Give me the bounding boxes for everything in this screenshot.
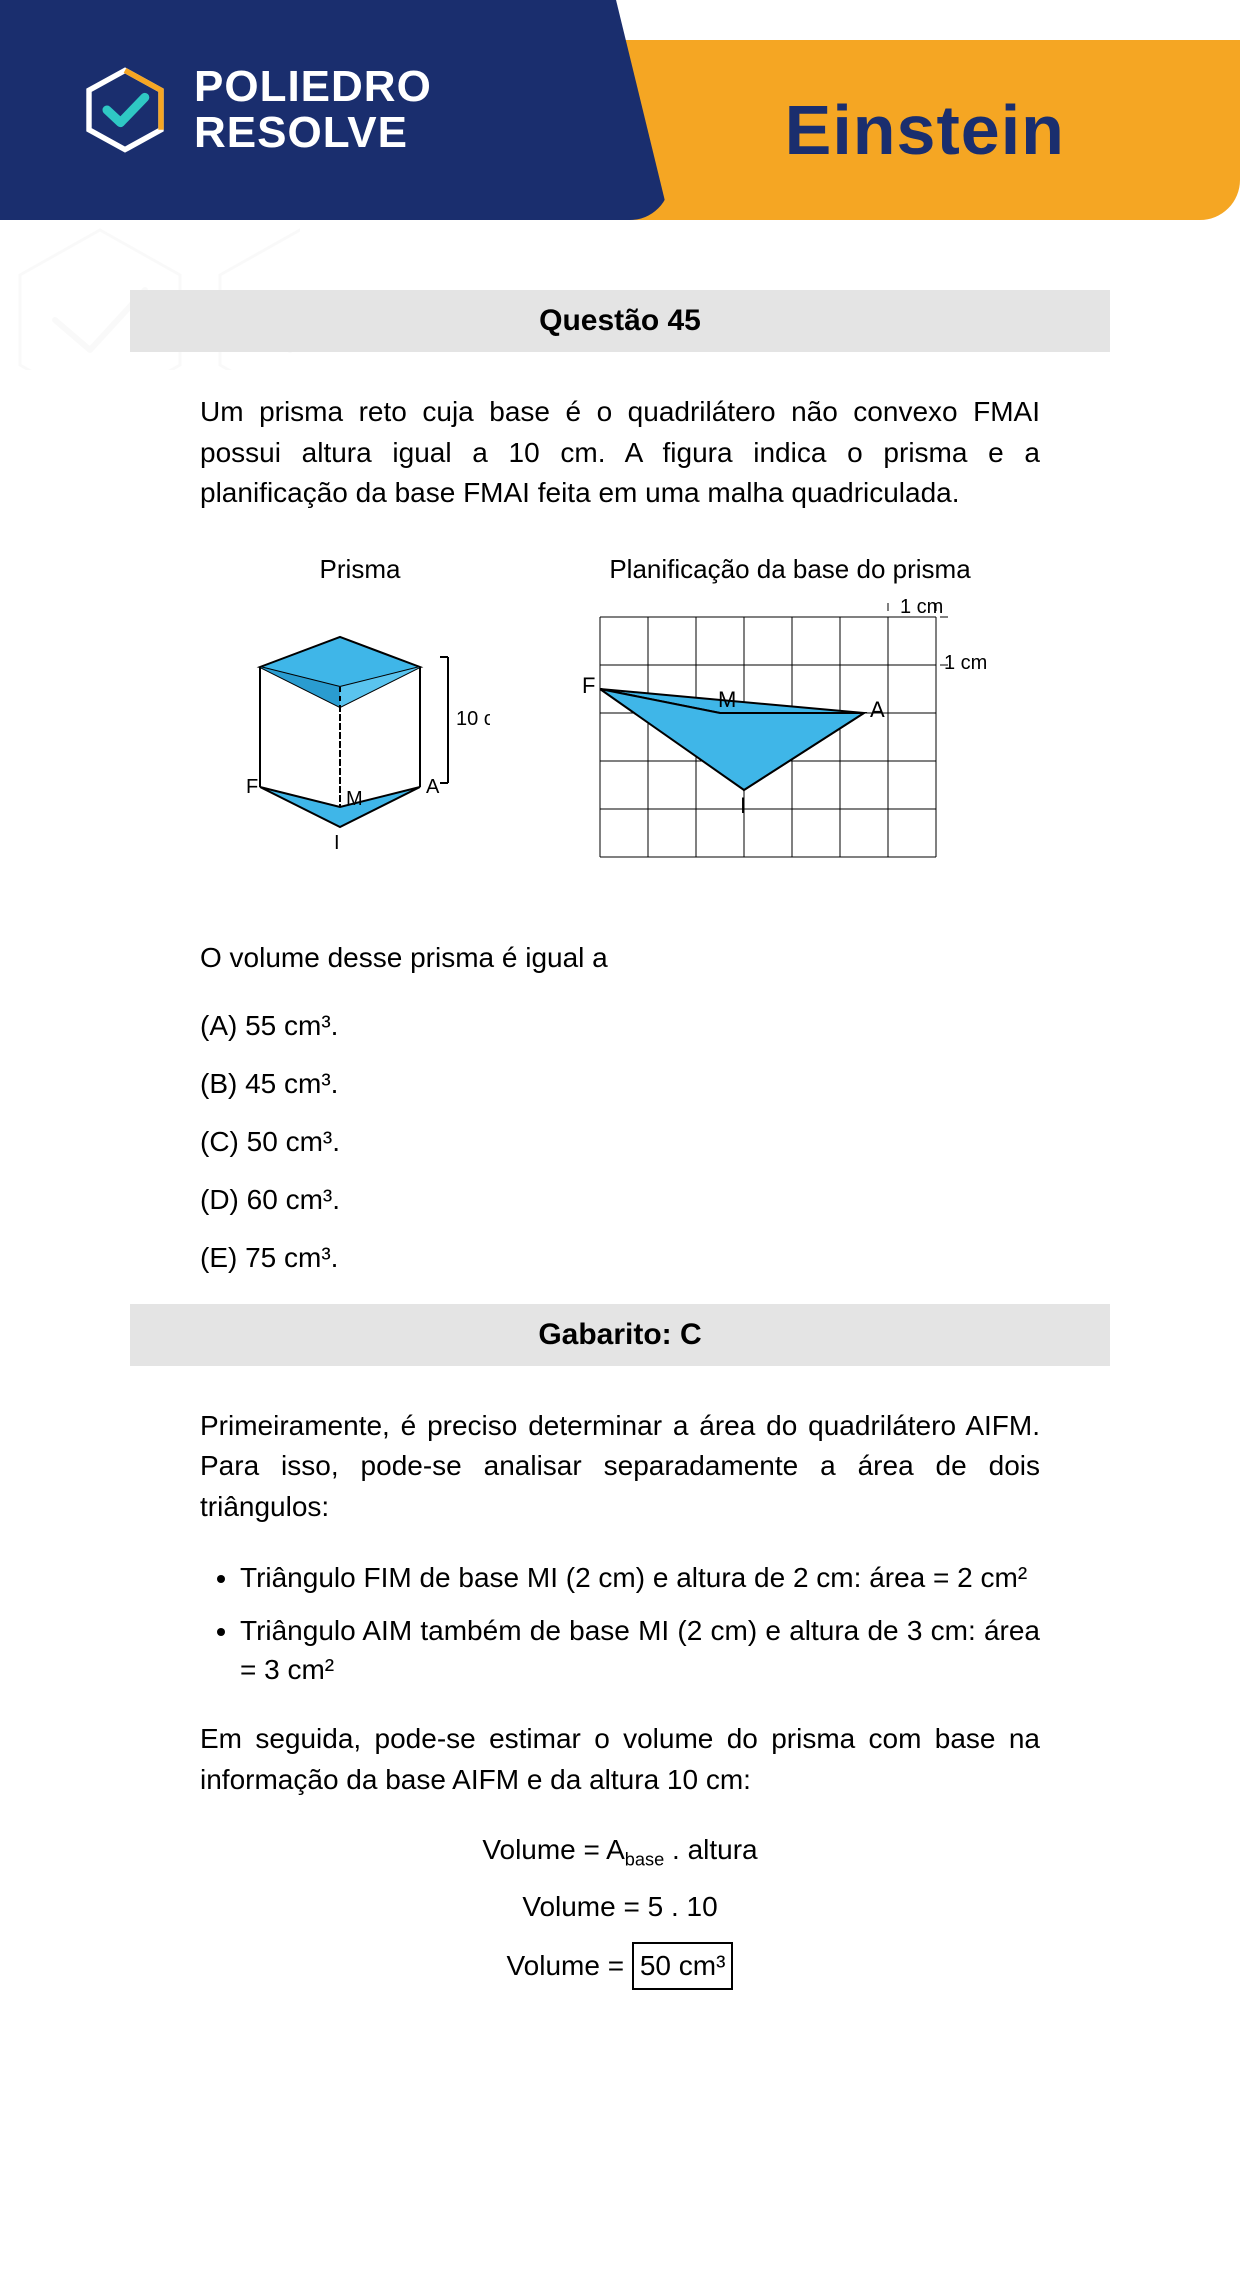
eq1-sub: base	[625, 1850, 664, 1870]
question-stem: Um prisma reto cuja base é o quadriláter…	[130, 392, 1110, 514]
figure-net-title: Planificação da base do prisma	[570, 554, 1010, 585]
equation-1: Volume = Abase . altura	[200, 1830, 1040, 1873]
vertex-f-label: F	[246, 776, 258, 798]
header-left: POLIEDRO RESOLVE	[0, 0, 670, 220]
exam-name: Einstein	[785, 90, 1065, 170]
equation-2: Volume = 5 . 10	[200, 1887, 1040, 1928]
eq1-post: . altura	[664, 1834, 757, 1865]
brand-text: POLIEDRO RESOLVE	[194, 64, 432, 156]
figure-prism: Prisma F M A	[230, 554, 490, 862]
vertex-m-label: M	[346, 788, 363, 810]
content-column: Questão 45 Um prisma reto cuja base é o …	[130, 290, 1110, 1990]
vertex-i-label: I	[334, 832, 340, 854]
option-a: (A) 55 cm³.	[200, 1010, 1040, 1042]
solution-bullet-1: Triângulo FIM de base MI (2 cm) e altura…	[240, 1558, 1040, 1597]
prism-svg: F M A I 10 cm	[230, 597, 490, 857]
net-vertex-m: M	[718, 687, 736, 712]
solution-equations: Volume = Abase . altura Volume = 5 . 10 …	[200, 1830, 1040, 1990]
net-vertex-a: A	[870, 697, 885, 722]
answer-title-bar: Gabarito: C	[130, 1304, 1110, 1366]
figures-row: Prisma F M A	[130, 554, 1110, 892]
solution-then: Em seguida, pode-se estimar o volume do …	[200, 1719, 1040, 1800]
brand-line1: POLIEDRO	[194, 64, 432, 110]
figure-prism-title: Prisma	[230, 554, 490, 585]
option-e: (E) 75 cm³.	[200, 1242, 1040, 1274]
vertex-a-label: A	[426, 776, 440, 798]
solution-block: Primeiramente, é preciso determinar a ár…	[130, 1406, 1110, 1991]
question-prompt: O volume desse prisma é igual a	[130, 922, 1110, 984]
prism-height-label: 10 cm	[456, 708, 490, 730]
page-body: Questão 45 Um prisma reto cuja base é o …	[0, 220, 1240, 2084]
option-b: (B) 45 cm³.	[200, 1068, 1040, 1100]
eq1-pre: Volume = A	[482, 1834, 624, 1865]
net-vertex-i: I	[740, 793, 746, 818]
solution-intro: Primeiramente, é preciso determinar a ár…	[200, 1406, 1040, 1528]
eq3-box: 50 cm³	[632, 1942, 734, 1991]
eq3-pre: Volume =	[507, 1950, 632, 1981]
brand-logo: POLIEDRO RESOLVE	[80, 64, 432, 156]
figure-net: Planificação da base do prisma	[570, 554, 1010, 892]
unit-label-horizontal: 1 cm	[900, 597, 943, 618]
net-svg: 1 cm 1 cm F M A	[570, 597, 1010, 887]
option-d: (D) 60 cm³.	[200, 1184, 1040, 1216]
hexagon-check-icon	[80, 65, 170, 155]
question-title-bar: Questão 45	[130, 290, 1110, 352]
header-right: Einstein	[610, 40, 1240, 220]
brand-line2: RESOLVE	[194, 110, 432, 156]
equation-3: Volume = 50 cm³	[200, 1942, 1040, 1991]
page-header: POLIEDRO RESOLVE Einstein	[0, 0, 1240, 220]
solution-bullets: Triângulo FIM de base MI (2 cm) e altura…	[200, 1558, 1040, 1690]
net-vertex-f: F	[582, 673, 595, 698]
solution-bullet-2: Triângulo AIM também de base MI (2 cm) e…	[240, 1611, 1040, 1689]
option-list: (A) 55 cm³. (B) 45 cm³. (C) 50 cm³. (D) …	[130, 1010, 1110, 1274]
unit-label-vertical: 1 cm	[944, 652, 987, 674]
option-c: (C) 50 cm³.	[200, 1126, 1040, 1158]
